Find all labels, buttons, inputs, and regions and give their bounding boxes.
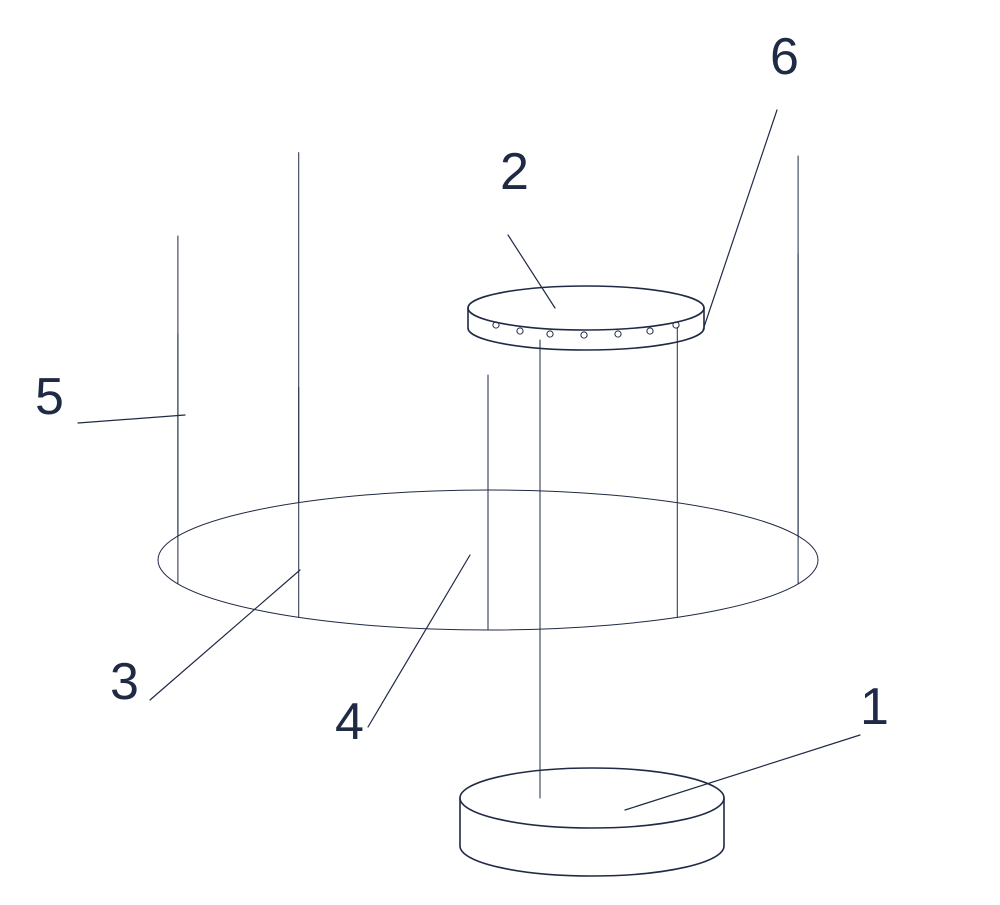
label-1: 1	[860, 677, 889, 737]
top-disc-hole	[547, 331, 553, 337]
label-4: 4	[335, 692, 364, 752]
top-disc-top	[468, 286, 704, 330]
leader-line-l6	[703, 110, 777, 330]
top-disc-bottom-arc	[468, 328, 704, 350]
leader-line-l4	[368, 555, 470, 727]
top-disc-hole	[517, 328, 523, 334]
leader-line-l2	[508, 235, 555, 308]
top-disc-hole	[647, 328, 653, 334]
label-6: 6	[770, 27, 799, 87]
label-2: 2	[500, 142, 529, 202]
label-3: 3	[110, 652, 139, 712]
leader-line-l3	[150, 570, 300, 700]
base-top-ellipse	[460, 768, 724, 828]
top-disc-hole	[581, 332, 587, 338]
top-disc-hole	[615, 331, 621, 337]
base-bottom-arc	[460, 846, 724, 876]
label-5: 5	[35, 367, 64, 427]
leader-line-l5	[78, 415, 185, 423]
